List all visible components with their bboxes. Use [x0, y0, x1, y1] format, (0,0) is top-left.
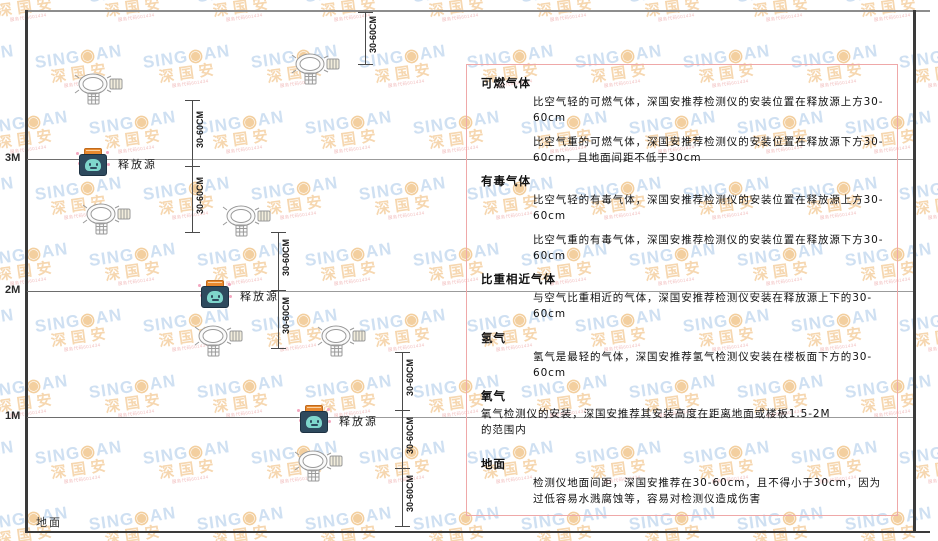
level-line-3m: [27, 159, 913, 160]
dimension-tick: [358, 12, 373, 13]
right-border: [913, 10, 916, 533]
dimension-label: 30-60CM: [405, 359, 415, 397]
release-source-label: 释放源: [118, 158, 157, 171]
level-line-1m: [27, 417, 913, 418]
panel-heading-hydrogen: 氢气: [481, 330, 506, 345]
panel-paragraph: 比空气轻的有毒气体，深国安推荐检测仪的安装位置在释放源上方30-60cm: [533, 194, 884, 223]
dimension-label: 30-60CM: [195, 111, 205, 149]
dimension-tick: [185, 166, 200, 167]
dimension-tick: [185, 100, 200, 101]
release-source-3m-icon: [76, 148, 110, 178]
guidance-panel: 可燃气体 比空气轻的可燃气体，深国安推荐检测仪的安装位置在释放源上方30-60cm…: [466, 64, 898, 516]
dimension-label: 30-60CM: [281, 239, 291, 277]
panel-paragraph: 比空气重的可燃气体，深国安推荐检测仪的安装位置在释放源下方30-60cm，且地面…: [533, 135, 884, 164]
release-source-2m-icon: [198, 280, 232, 310]
panel-heading-ground: 地面: [481, 456, 506, 471]
detector-mid-left-icon: [78, 198, 136, 238]
dimension-label: 30-60CM: [405, 417, 415, 455]
level-label-2m: 2M: [5, 284, 21, 296]
panel-spacer: [481, 446, 885, 456]
lead-line-3m: [27, 159, 79, 160]
dimension-tick: [185, 232, 200, 233]
detector-mid-right-icon: [218, 200, 276, 240]
dimension-tick: [395, 468, 410, 469]
panel-section-oxygen: 氧气氧气检测仪的安装，深国安推荐其安装高度在距离地面或楼板1.5-2M的范围内: [481, 388, 885, 439]
vertical-axis: [25, 10, 28, 533]
level-label-3m: 3M: [5, 152, 21, 164]
release-source-1m-icon: [297, 405, 331, 435]
dimension-tick: [271, 232, 286, 233]
panel-paragraph: 比空气轻的可燃气体，深国安推荐检测仪的安装位置在释放源上方30-60cm: [533, 96, 884, 125]
detector-bottom-icon: [290, 445, 348, 485]
panel-paragraph: 氢气是最轻的气体，深国安推荐氢气检测仪安装在楼板面下方的30-60cm: [533, 350, 873, 379]
dimension-tick: [358, 64, 373, 65]
dimension-label: 30-60CM: [368, 16, 378, 54]
dimension-line: [402, 352, 403, 526]
release-source-label: 释放源: [240, 290, 279, 303]
detector-top-right-icon: [287, 48, 345, 88]
dimension-tick: [271, 348, 286, 349]
frame-bottom-border: [25, 531, 930, 533]
dimension-tick: [395, 526, 410, 527]
panel-paragraph: 与空气比重相近的气体，深国安推荐检测仪安装在释放源上下的30-60cm: [533, 292, 873, 321]
level-line-2m: [27, 291, 913, 292]
panel-paragraph: 比空气重的有毒气体，深国安推荐检测仪的安装位置在释放源下方30-60cm: [533, 233, 884, 262]
dimension-label: 30-60CM: [195, 177, 205, 215]
dimension-line: [365, 12, 366, 64]
detector-low-right-icon: [313, 320, 371, 360]
dimension-label: 30-60CM: [405, 475, 415, 513]
lead-line-2m: [27, 291, 202, 292]
dimension-tick: [395, 352, 410, 353]
detector-top-left-icon: [70, 68, 128, 108]
panel-heading-toxic: 有毒气体: [481, 174, 531, 189]
release-source-label: 释放源: [339, 415, 378, 428]
lead-line-1m: [27, 417, 299, 418]
panel-heading-oxygen: 氧气: [481, 389, 506, 404]
dimension-tick: [271, 290, 286, 291]
panel-heading-combustible: 可燃气体: [481, 76, 531, 90]
panel-heading-similar-density: 比重相近气体: [481, 272, 556, 287]
ground-label: 地面: [36, 516, 62, 529]
panel-paragraph: 检测仪地面间距，深国安推荐在30-60cm，且不得小于30cm，因为过低容易水溅…: [533, 476, 881, 505]
detector-low-left-icon: [190, 320, 248, 360]
frame-top-border: [25, 10, 930, 12]
dimension-label: 30-60CM: [281, 297, 291, 335]
dimension-tick: [395, 410, 410, 411]
panel-paragraph: 氧气检测仪的安装，深国安推荐其安装高度在距离地面或楼板1.5-2M的范围内: [481, 408, 831, 437]
level-label-1m: 1M: [5, 410, 21, 422]
